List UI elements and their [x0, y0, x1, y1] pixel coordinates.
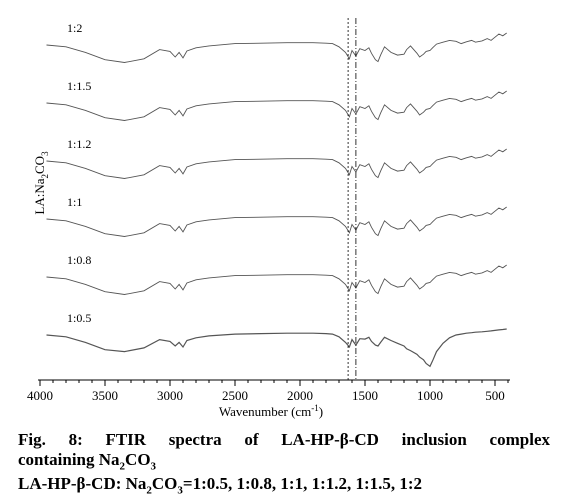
spectrum-line [46, 148, 507, 179]
series-label: 1:0.5 [67, 311, 91, 325]
spectrum-line [46, 90, 507, 121]
series-label: 1:2 [67, 21, 82, 35]
ftir-chart: 1:2 1:1.5 1:1.2 1:1 1:0.8 1:0.5 4000 3500 3000 2… [27, 18, 510, 419]
figure-caption-line1: Fig. 8: FTIR spectra of LA-HP-β-CD inclu… [18, 430, 550, 449]
x-axis-title: Wavenumber (cm-1) [219, 403, 323, 419]
x-tick-label: 1000 [417, 388, 443, 403]
spectrum-line [46, 328, 507, 368]
x-tick-label: 3500 [92, 388, 118, 403]
series-labels: 1:2 1:1.5 1:1.2 1:1 1:0.8 1:0.5 [67, 21, 91, 325]
y-axis-title: LA:Na2CO3 [32, 151, 50, 215]
x-axis: 4000 3500 3000 2500 2000 1500 1000 500 [27, 379, 510, 403]
x-tick-label: 2500 [222, 388, 248, 403]
x-tick-label: 2000 [287, 388, 313, 403]
x-tick-label: 500 [485, 388, 505, 403]
series-label: 1:1 [67, 195, 82, 209]
x-tick-label: 1500 [352, 388, 378, 403]
spectrum-line [46, 206, 507, 237]
series-label: 1:1.2 [67, 137, 91, 151]
spectrum-line [46, 32, 507, 63]
x-tick-label: 4000 [27, 388, 53, 403]
series-label: 1:1.5 [67, 79, 91, 93]
reference-lines [347, 18, 357, 380]
spectra-group [46, 32, 507, 368]
series-label: 1:0.8 [67, 253, 91, 267]
figure-caption-line3: LA-HP-β-CD: Na2CO3=1:0.5, 1:0.8, 1:1, 1:… [18, 474, 423, 497]
x-tick-label: 3000 [157, 388, 183, 403]
figure-caption-line2: containing Na2CO3 [18, 450, 157, 473]
spectrum-line [46, 264, 507, 295]
